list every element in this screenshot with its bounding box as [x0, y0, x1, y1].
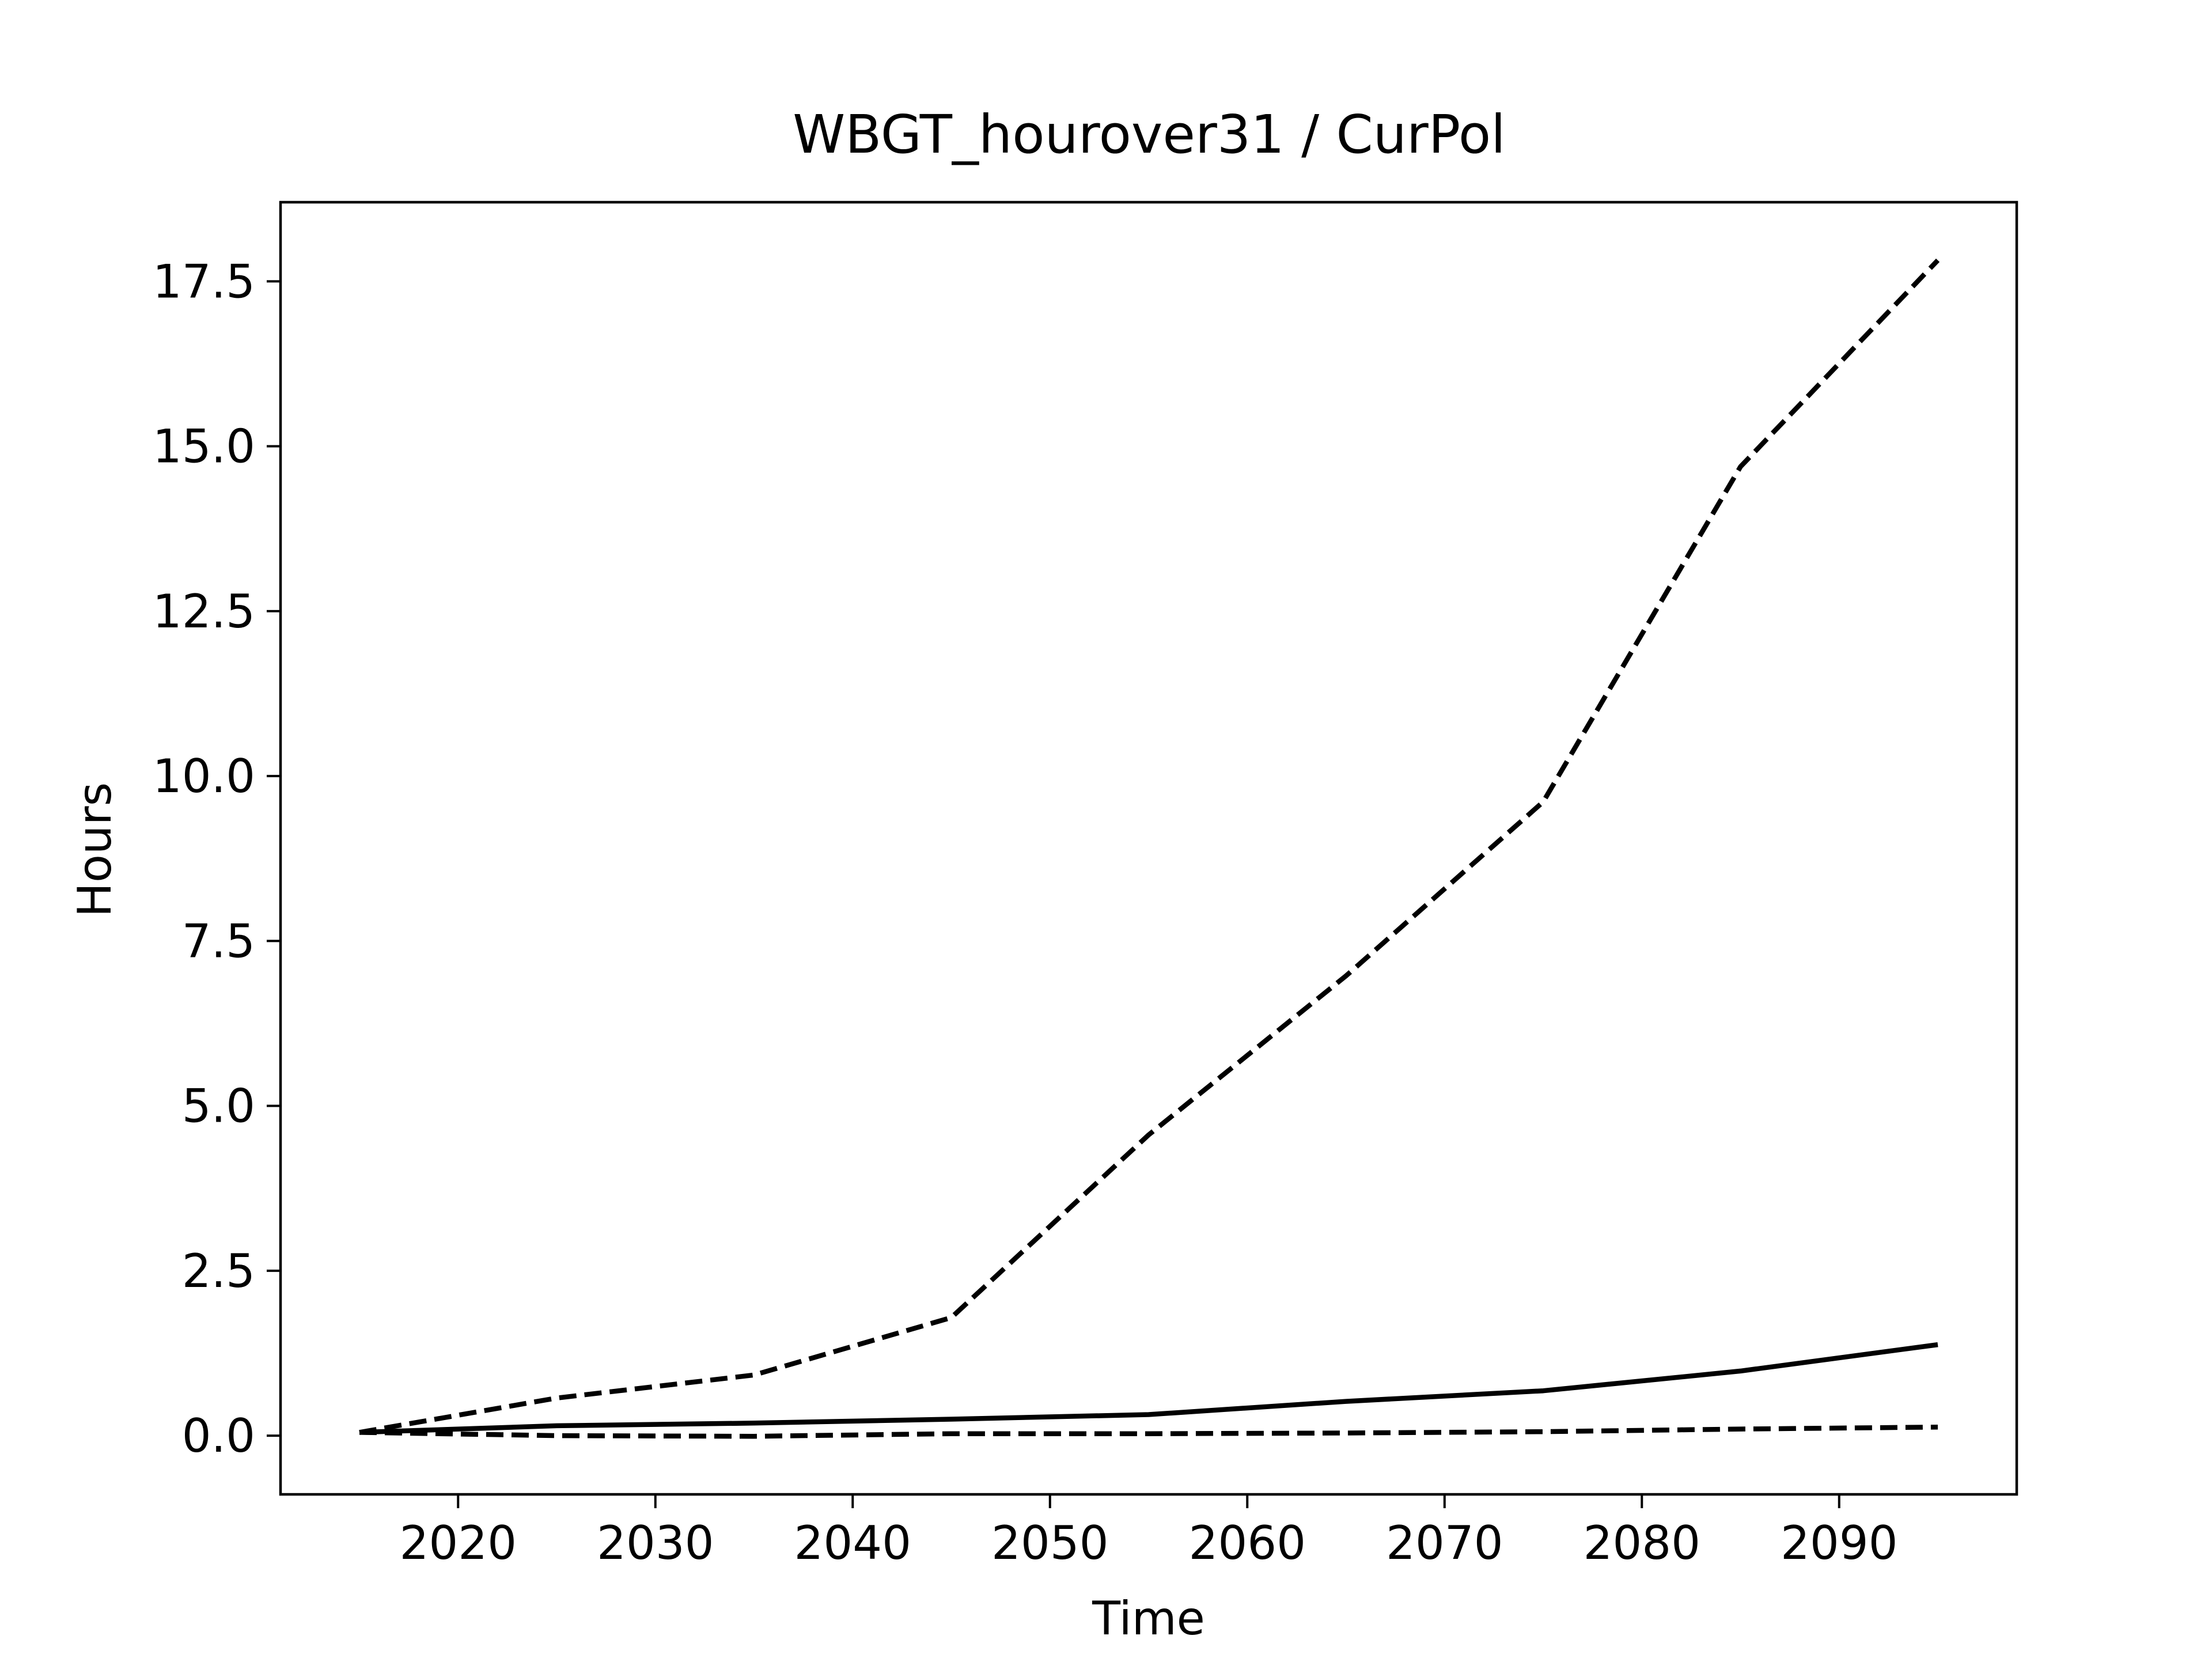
x-tick-label: 2090	[1781, 1516, 1898, 1570]
series-line-1-dashed	[359, 258, 1940, 1435]
x-tick-label: 2070	[1386, 1516, 1503, 1570]
series-layer	[359, 258, 1940, 1439]
y-tick-label: 2.5	[182, 1244, 255, 1298]
x-tick-label: 2050	[991, 1516, 1109, 1570]
x-tick-label: 2020	[399, 1516, 517, 1570]
x-tick-label: 2060	[1188, 1516, 1306, 1570]
y-tick-label: 10.0	[153, 749, 255, 803]
y-axis-label: Hours	[68, 782, 122, 917]
plot-area-frame	[279, 200, 2018, 1496]
x-tick-label: 2040	[794, 1516, 911, 1570]
series-line-3-dashed	[359, 1424, 1938, 1439]
y-tick-label: 7.5	[182, 914, 255, 968]
y-tick-label: 0.0	[182, 1409, 255, 1463]
x-tick-label: 2080	[1583, 1516, 1700, 1570]
y-axis-ticks: 0.0 2.5 5.0 7.5 10.0 12.5 15.0 17.5	[153, 255, 281, 1463]
x-axis-ticks: 2020 2030 2040 2050 2060 2070 2080 2090	[399, 1494, 1898, 1570]
y-tick-label: 15.0	[153, 420, 255, 474]
series-line-2-solid	[359, 1342, 1938, 1435]
x-axis-label: Time	[1092, 1592, 1205, 1645]
x-tick-label: 2030	[597, 1516, 714, 1570]
chart-title: WBGT_hourover31 / CurPol	[793, 104, 1506, 165]
y-tick-label: 17.5	[153, 255, 255, 308]
y-tick-label: 5.0	[182, 1080, 255, 1133]
y-tick-label: 12.5	[153, 585, 255, 638]
